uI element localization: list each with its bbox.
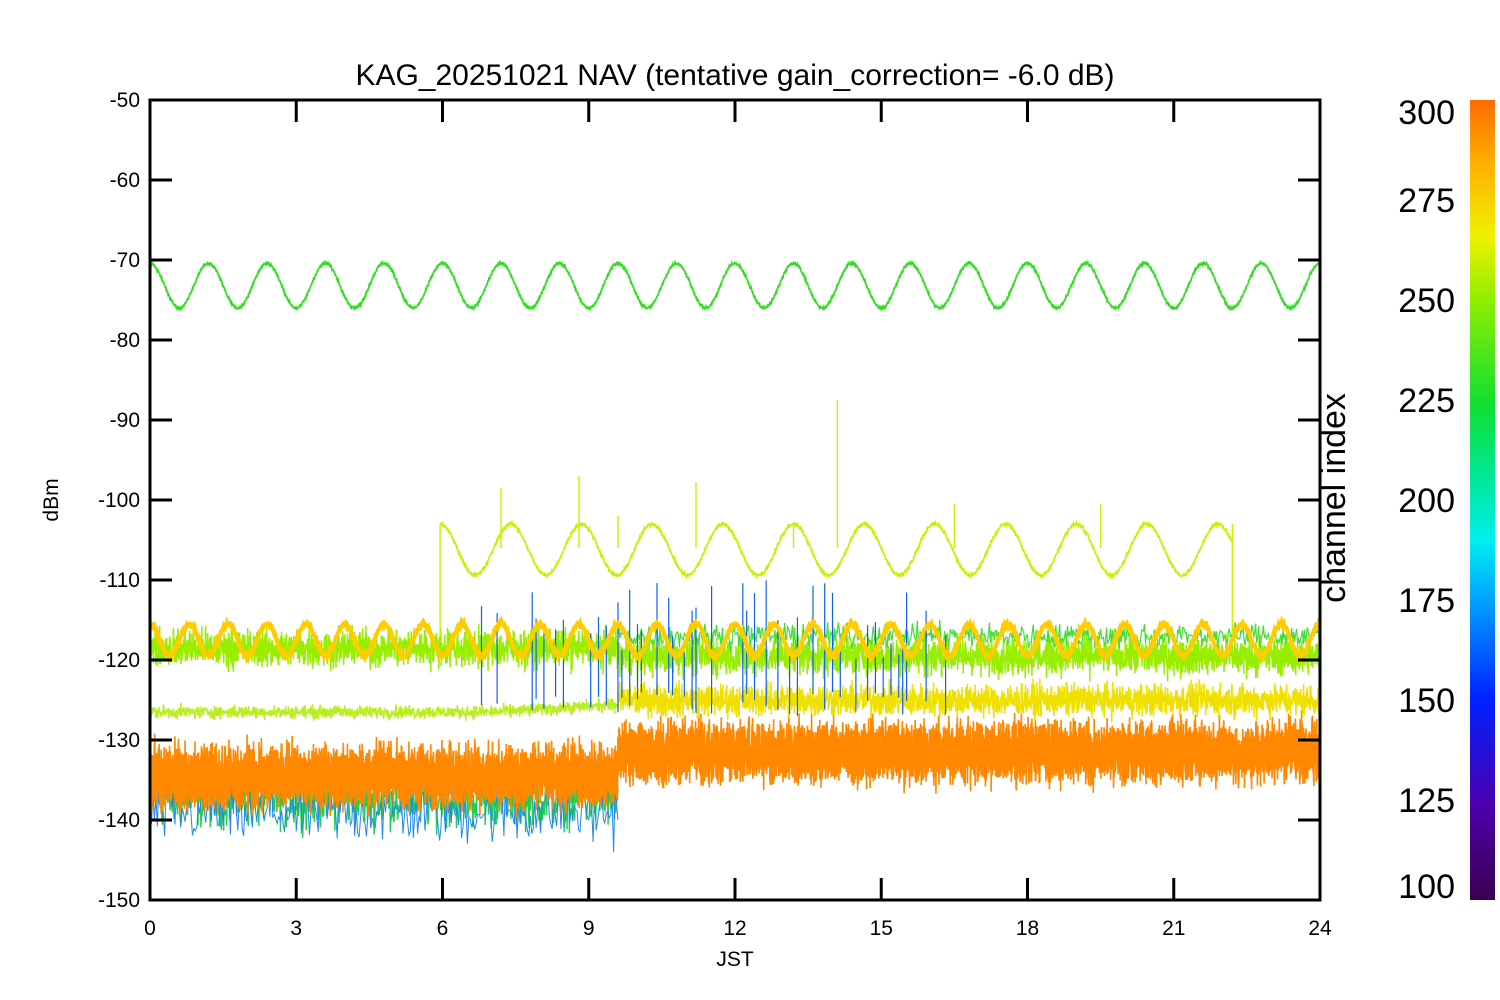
x-tick-label: 24 xyxy=(1308,917,1332,940)
series-daytime-spikes xyxy=(439,400,1233,636)
y-axis-label: dBm xyxy=(40,478,63,521)
colorbar-tick-label: 275 xyxy=(1398,182,1455,220)
x-tick-label: 12 xyxy=(723,917,746,940)
colorbar-ticks: 300 275 250 225 200 175 150 125 100 xyxy=(1398,94,1455,906)
series-upper-band-green xyxy=(617,619,1320,653)
y-tick-label: -60 xyxy=(110,169,140,192)
colorbar xyxy=(1470,100,1495,900)
series-flat-early xyxy=(150,697,619,723)
colorbar-tick-label: 225 xyxy=(1398,382,1455,420)
x-tick-label: 3 xyxy=(290,917,302,940)
colorbar-tick-label: 175 xyxy=(1398,582,1455,620)
y-tick-label: -70 xyxy=(110,249,140,272)
colorbar-tick-label: 200 xyxy=(1398,482,1455,520)
series-noise-floor xyxy=(150,713,1320,818)
y-tick-label: -110 xyxy=(100,569,140,592)
y-tick-label: -140 xyxy=(98,809,140,832)
colorbar-tick-label: 150 xyxy=(1398,682,1455,720)
y-tick-label: -100 xyxy=(98,489,140,512)
x-tick-label: 0 xyxy=(144,917,156,940)
series-mid-band xyxy=(617,676,1320,723)
x-axis: 0 3 6 9 12 15 18 21 24 xyxy=(144,100,1332,940)
series-daytime-carrier xyxy=(439,519,1233,581)
plot-area xyxy=(150,259,1320,853)
colorbar-label: channel index xyxy=(1315,393,1353,603)
x-tick-label: 6 xyxy=(437,917,449,940)
y-tick-label: -130 xyxy=(98,729,140,752)
colorbar-tick-label: 250 xyxy=(1398,282,1455,320)
series-upper-band xyxy=(150,623,1320,682)
colorbar-tick-label: 300 xyxy=(1398,94,1455,132)
series-strong-carrier xyxy=(150,259,1320,312)
colorbar-tick-label: 125 xyxy=(1398,782,1455,820)
x-tick-label: 9 xyxy=(583,917,595,940)
x-tick-label: 18 xyxy=(1016,917,1039,940)
colorbar-tick-label: 100 xyxy=(1398,868,1455,906)
y-tick-label: -80 xyxy=(110,329,140,352)
y-tick-label: -150 xyxy=(98,889,140,912)
x-axis-label: JST xyxy=(716,948,754,971)
chart-title: KAG_20251021 NAV (tentative gain_correct… xyxy=(355,59,1114,92)
x-tick-label: 15 xyxy=(870,917,893,940)
x-tick-label: 21 xyxy=(1162,917,1185,940)
y-tick-label: -120 xyxy=(98,649,140,672)
y-axis: -50 -60 -70 -80 -90 -100 -110 -120 -130 -140 -150 xyxy=(98,89,1320,912)
y-tick-label: -50 xyxy=(110,89,140,112)
y-tick-label: -90 xyxy=(110,409,140,432)
series-periodic-carrier xyxy=(150,614,1320,666)
